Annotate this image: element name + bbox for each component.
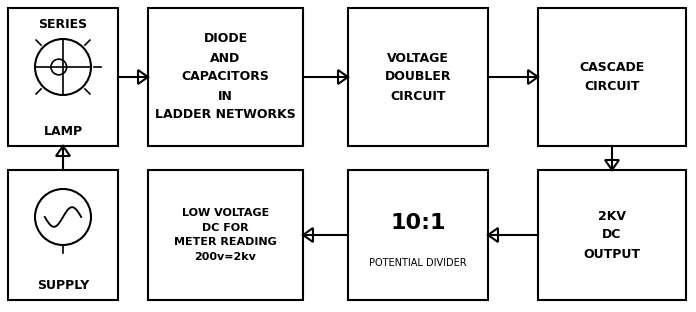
Bar: [538, 170, 686, 300]
Text: 2KV
DC
OUTPUT: 2KV DC OUTPUT: [583, 209, 640, 261]
Text: POTENTIAL DIVIDER: POTENTIAL DIVIDER: [369, 258, 467, 268]
Text: 10:1: 10:1: [390, 213, 445, 233]
Bar: [148, 8, 303, 146]
Text: VOLTAGE
DOUBLER
CIRCUIT: VOLTAGE DOUBLER CIRCUIT: [385, 51, 451, 103]
Text: CASCADE
CIRCUIT: CASCADE CIRCUIT: [579, 61, 644, 93]
Bar: [348, 170, 488, 300]
Bar: [538, 8, 686, 146]
Text: LAMP: LAMP: [43, 125, 83, 138]
Bar: [148, 170, 303, 300]
Text: SERIES: SERIES: [38, 18, 88, 31]
Text: LOW VOLTAGE
DC FOR
METER READING
200v=2kv: LOW VOLTAGE DC FOR METER READING 200v=2k…: [174, 208, 277, 262]
Text: SUPPLY: SUPPLY: [37, 279, 89, 292]
Text: DIODE
AND
CAPACITORS
IN
LADDER NETWORKS: DIODE AND CAPACITORS IN LADDER NETWORKS: [155, 32, 296, 121]
Bar: [8, 170, 118, 300]
Bar: [348, 8, 488, 146]
Bar: [8, 8, 118, 146]
